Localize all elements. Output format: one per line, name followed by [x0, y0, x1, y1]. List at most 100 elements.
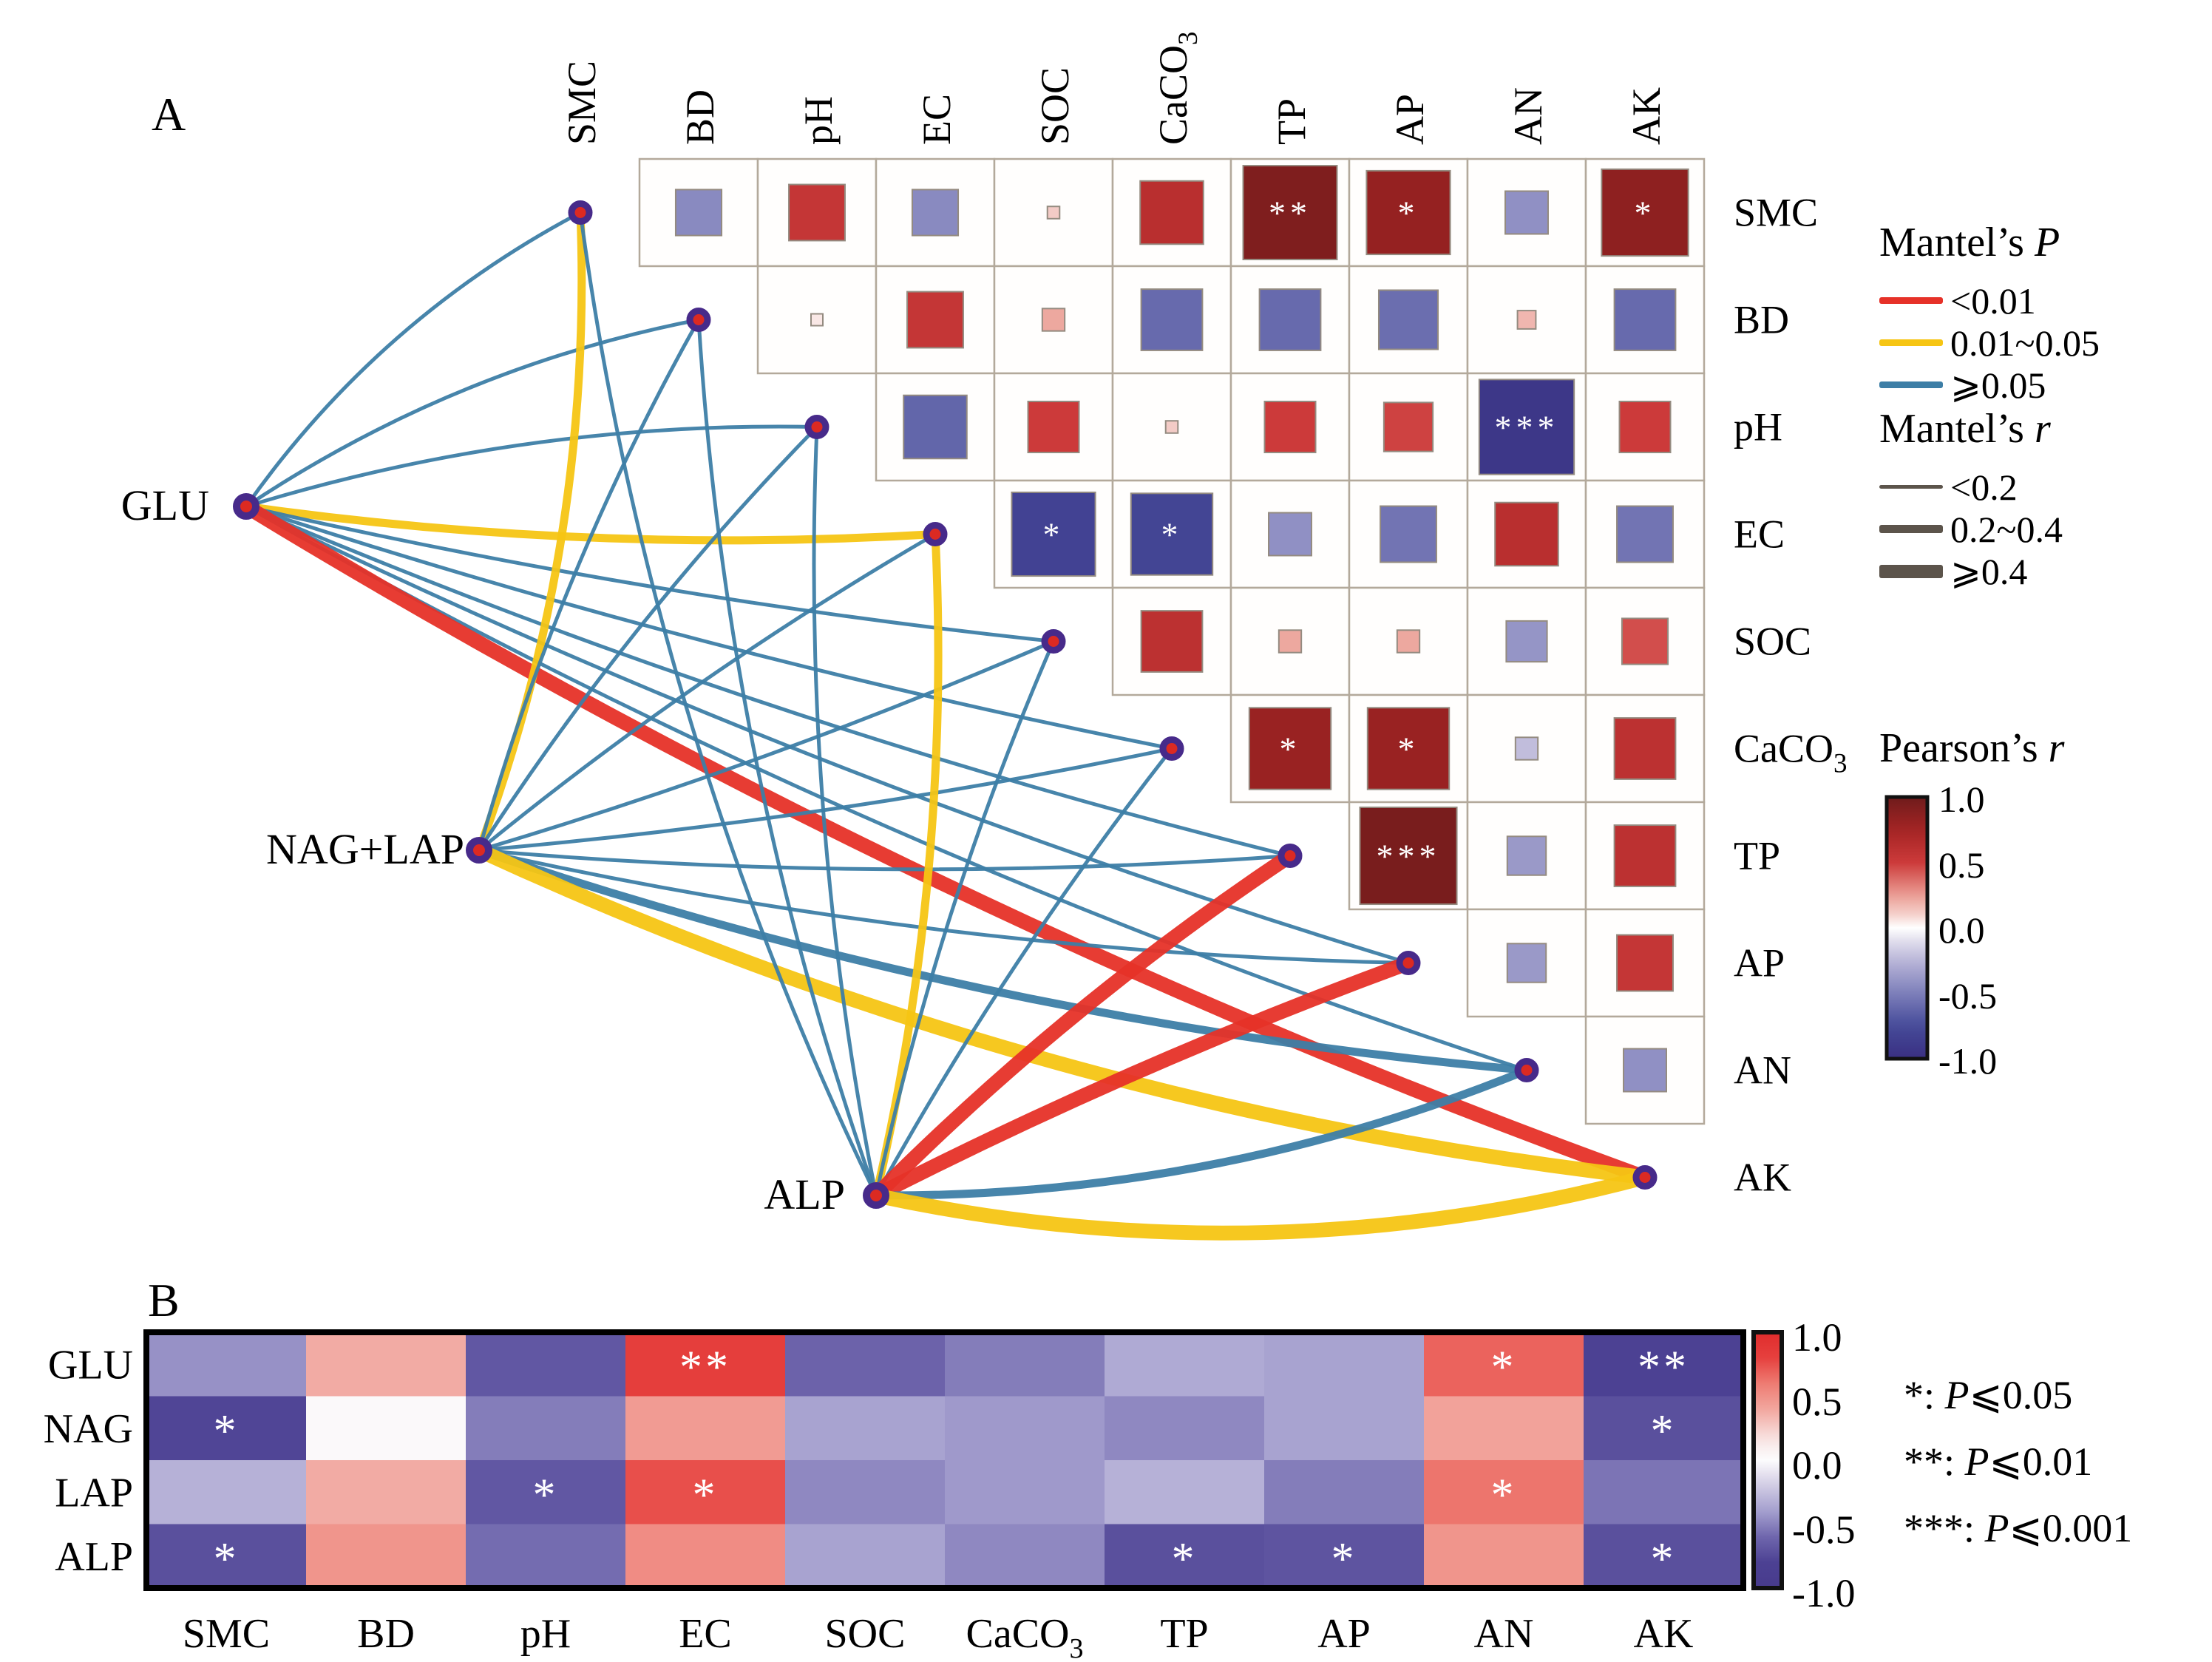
- matrix-cell: [1466, 157, 1587, 268]
- significance-stars: **: [679, 1342, 731, 1392]
- enzyme-node: [863, 1182, 889, 1209]
- matrix-row-label: pH: [1734, 405, 1782, 450]
- matrix-node: [1632, 1165, 1658, 1190]
- matrix-column-label: SMC: [560, 61, 604, 145]
- significance-stars: **: [1638, 1342, 1689, 1392]
- significance-stars: **: [1269, 194, 1312, 232]
- heatmap-cell: [1264, 1332, 1425, 1397]
- heatmap-column-label: CaCO3: [966, 1611, 1084, 1662]
- mantel-edge: [244, 504, 1292, 858]
- significance-stars: *: [1331, 1534, 1357, 1584]
- significance-stars: *: [1635, 194, 1656, 232]
- legend-mantel-p-title: Mantel’s P: [1879, 220, 2060, 265]
- correlation-square: [1380, 505, 1437, 563]
- correlation-square: [1616, 934, 1674, 992]
- heatmap-column-label: AN: [1474, 1611, 1534, 1657]
- pearson-tick-label: -1.0: [1938, 1040, 1998, 1082]
- heatmap-cell: [1264, 1524, 1425, 1589]
- heatmap-cell: [1105, 1396, 1265, 1461]
- matrix-node: [923, 522, 948, 546]
- mantel-edge: [244, 318, 701, 509]
- heatmap-column-label: AK: [1634, 1611, 1694, 1657]
- mantel-edge: [244, 211, 583, 509]
- heatmap-cell: [1105, 1332, 1265, 1397]
- correlation-square: [1505, 620, 1548, 663]
- panel-b-label: B: [148, 1274, 180, 1326]
- mantel-edge: [696, 318, 878, 1198]
- mantel-edge: [578, 211, 878, 1198]
- matrix-node: [1278, 844, 1303, 868]
- matrix-column-label: pH: [796, 96, 841, 145]
- mantel-edge: [244, 424, 819, 509]
- correlation-square: [1613, 824, 1677, 887]
- significance-stars: *: [1651, 1406, 1677, 1456]
- matrix-node: [1514, 1058, 1539, 1082]
- legend-item-label: ⩾0.05: [1950, 364, 2046, 406]
- heatmap-cell: [1105, 1460, 1265, 1525]
- legend-mantel-p-items: <0.01 0.01~0.05 ⩾0.05: [1879, 279, 2100, 406]
- mantel-p-line-swatch: [1879, 339, 1943, 346]
- heatmap-cell: [466, 1460, 626, 1525]
- heatmap-cell: [146, 1524, 307, 1589]
- heatmap-cell: [1584, 1396, 1744, 1461]
- significance-stars: *: [1161, 516, 1183, 554]
- correlation-square: [1601, 168, 1689, 257]
- matrix-cell: [1584, 693, 1706, 804]
- correlation-square: [1506, 835, 1547, 876]
- heatmap-cell: [1264, 1396, 1425, 1461]
- legend-mantel-r: Mantel’s r <0.2 0.2~0.4 ⩾0.4: [1879, 405, 2063, 592]
- significance-legend-row: ***: P⩽0.001: [1904, 1506, 2133, 1550]
- heatmap-cell: [945, 1332, 1105, 1397]
- correlation-square: [1514, 736, 1539, 761]
- mantel-edge: [477, 425, 819, 852]
- matrix-row-label: AP: [1734, 941, 1785, 986]
- correlation-square: [1041, 308, 1066, 332]
- heatmap-cell: [146, 1332, 307, 1397]
- heatmap-cell: [625, 1332, 786, 1397]
- heatmap-cell: [625, 1524, 786, 1589]
- sig-relation: ⩽0.001: [2009, 1506, 2133, 1550]
- enzyme-node: [466, 837, 492, 864]
- mantel-p-line-swatch: [1879, 381, 1943, 388]
- heatmap-cell: [1584, 1524, 1744, 1589]
- heatmap-cell: [466, 1332, 626, 1397]
- legend-item-label: ⩾0.4: [1950, 550, 2028, 592]
- significance-stars: *: [1491, 1342, 1517, 1392]
- heatmap-cell: [1264, 1460, 1425, 1525]
- matrix-column-label: EC: [915, 94, 959, 145]
- matrix-cell: [1229, 265, 1351, 375]
- heatmap-row-label: ALP: [55, 1534, 133, 1580]
- mantel-edge: [244, 504, 1174, 750]
- mantel-edge: [477, 532, 937, 852]
- mantel-edge: [477, 848, 1292, 872]
- correlation-square: [1396, 629, 1421, 654]
- correlation-square: [1011, 491, 1096, 577]
- panel-a-label: A: [152, 88, 186, 140]
- correlation-square: [1242, 165, 1338, 260]
- matrix-column-label: SOC: [1033, 67, 1077, 145]
- sig-stars: ***: [1904, 1506, 1964, 1550]
- significance-stars: *: [1398, 194, 1419, 232]
- heatmap-cell: [146, 1460, 307, 1525]
- correlation-square: [788, 183, 846, 242]
- legend-pearson-title: Pearson’s r: [1879, 725, 2065, 771]
- heatmap-cell: [945, 1396, 1105, 1461]
- mantel-edge: [874, 747, 1174, 1198]
- heatmap-tick-label: -0.5: [1792, 1507, 1856, 1552]
- heatmap-row-label: NAG: [44, 1406, 133, 1452]
- correlation-square: [1621, 617, 1669, 665]
- matrix-row-label: SOC: [1734, 620, 1811, 664]
- correlation-square: [1365, 169, 1451, 256]
- heatmap-cell: [785, 1332, 946, 1397]
- legend-mantel-p-item: <0.01: [1879, 279, 2100, 322]
- correlation-square: [1278, 629, 1303, 654]
- pearson-tick-label: -0.5: [1938, 974, 1998, 1017]
- heatmap-cell: [146, 1396, 307, 1461]
- correlation-square: [1366, 707, 1451, 790]
- heatmap-row-label: LAP: [55, 1470, 133, 1516]
- matrix-column-label: AP: [1388, 94, 1432, 145]
- sig-stars: **: [1904, 1439, 1944, 1484]
- sig-relation: ⩽0.05: [1969, 1373, 2073, 1417]
- heatmap-cell: [1424, 1332, 1584, 1397]
